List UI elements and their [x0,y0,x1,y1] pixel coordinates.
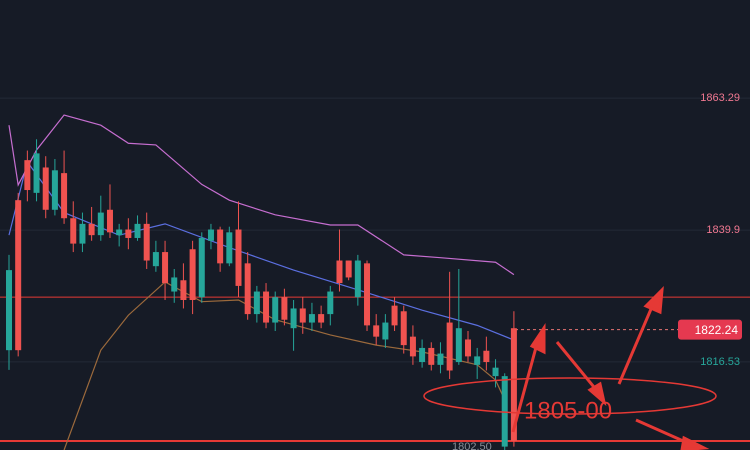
candle-body [474,356,481,365]
candle-body [6,270,12,351]
candle-body [33,153,40,193]
candle-body [106,209,113,233]
candle-body [354,260,361,298]
candle-body [244,263,251,315]
y-tick-label: 1816.53 [700,356,740,368]
ma-line [8,160,515,341]
candle-body [88,223,95,236]
candle-body [42,167,49,210]
candle-body [162,252,169,284]
candle-body [217,229,224,264]
candle-body [253,291,260,315]
last-price-badge [678,319,742,340]
candle-body [290,308,297,329]
candle-body [263,291,270,323]
y-tick-label: 1863.29 [700,92,740,104]
candle-body [465,339,471,357]
candle-body [125,229,132,238]
candle-body [492,367,499,377]
candle-body [327,291,334,315]
candle-body [501,376,508,447]
candle-body [299,308,306,323]
candle-body [428,347,435,365]
annotation-ellipse [423,377,717,415]
candle-body [419,347,426,363]
candle-body [235,229,242,286]
candle-body [364,263,371,326]
candle-body [382,322,389,340]
candle-body [336,260,343,284]
last-price-label: 1822.24 [695,323,739,337]
candle-body [308,314,315,323]
candle-body [391,305,398,326]
candle-body [345,260,352,278]
ma-line [8,114,515,276]
candle-body [143,223,150,261]
candle-body [189,249,196,300]
plot: 1816.53 1839.9 1863.29 1802.50 1822.24 [0,92,750,450]
candle-body [15,200,22,351]
annotation-text: 1805-00 [524,397,612,424]
arrows [511,286,710,450]
candle-body [207,229,214,241]
y-tick-label: 1839.9 [706,224,740,236]
candle-body [61,173,68,219]
candle-body [198,237,205,298]
candle-body [400,311,407,346]
candle-body [116,229,123,236]
candle-body [134,223,141,238]
candle-body [79,223,86,244]
candle-body [272,297,279,323]
candle-body [446,322,453,371]
candle-body [171,277,178,292]
candle-body [70,218,77,244]
candle-body [409,336,416,357]
candle-body [318,314,325,323]
candle-body [455,328,462,363]
candle-body [373,325,380,337]
candle-body [437,353,444,365]
candle-body [152,252,159,267]
candle-body [510,328,517,441]
candle-body [180,280,187,300]
candle-body [24,160,31,191]
price-line-label: 1802.50 [452,441,492,450]
candle-body [226,232,233,264]
candle-body [51,170,58,210]
candle-body [97,212,104,236]
candle-body [483,350,490,363]
candle-body [281,297,288,320]
